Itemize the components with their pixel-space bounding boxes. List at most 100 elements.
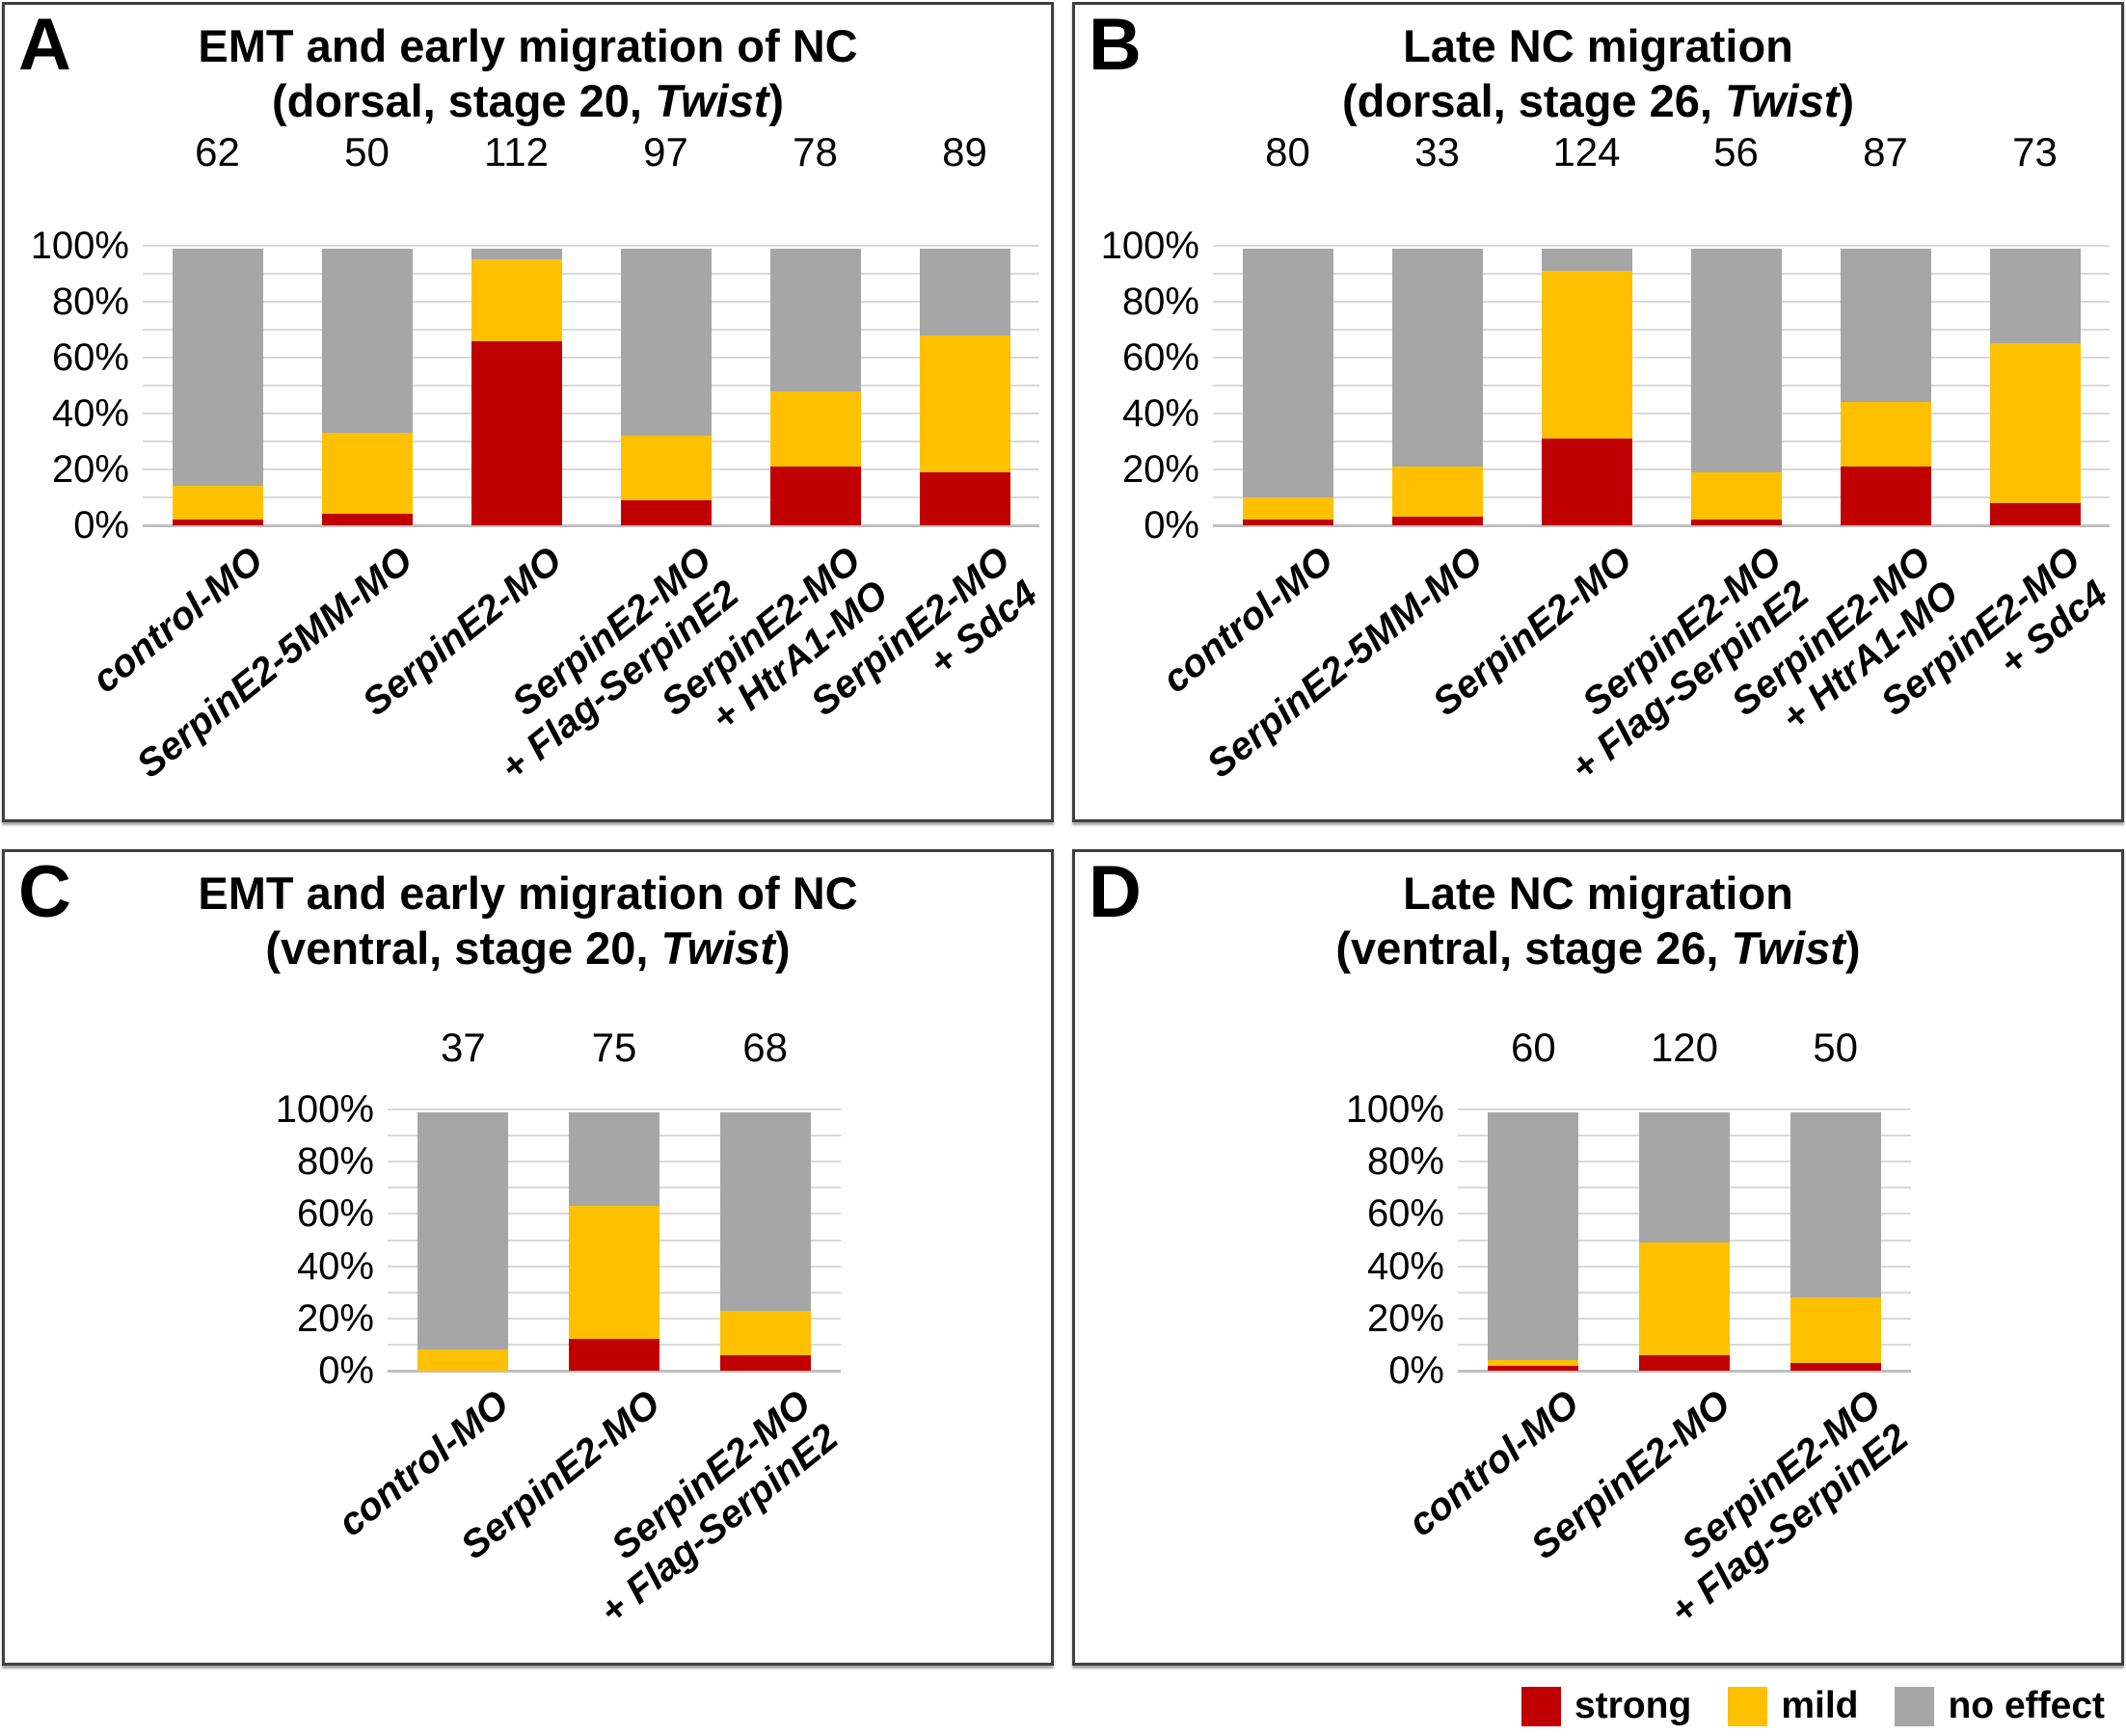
bar-count-label: 112 bbox=[484, 129, 549, 174]
segment-mild bbox=[569, 1206, 659, 1340]
segment-strong bbox=[1690, 520, 1782, 525]
category-label: SerpinE2-5MM-MO bbox=[1199, 539, 1492, 787]
chart-subtitle: (ventral, stage 26, Twist) bbox=[1075, 921, 2121, 975]
bar-count-label: 50 bbox=[344, 129, 390, 174]
y-tick-label: 40% bbox=[296, 1244, 374, 1288]
y-tick-label: 60% bbox=[296, 1192, 374, 1236]
mild-swatch-icon bbox=[1728, 1686, 1768, 1726]
y-tick-label: 20% bbox=[1366, 1296, 1444, 1340]
y-tick-label: 20% bbox=[1121, 448, 1199, 491]
segment-mild bbox=[719, 1310, 811, 1355]
segment-mild bbox=[1639, 1242, 1730, 1355]
stacked-bar bbox=[620, 248, 712, 525]
gridline bbox=[1213, 245, 2110, 247]
gridline bbox=[1213, 301, 2110, 303]
stacked-bar bbox=[471, 248, 562, 525]
segment-mild bbox=[1989, 343, 2081, 503]
gridline bbox=[143, 245, 1039, 247]
segment-mild bbox=[1840, 402, 1931, 467]
chart-subtitle-prefix: (dorsal, stage 20, bbox=[271, 75, 655, 126]
y-tick-label: 0% bbox=[1144, 504, 1199, 547]
chart-title: EMT and early migration of NC (dorsal, st… bbox=[5, 18, 1051, 128]
stacked-bar bbox=[1790, 1111, 1881, 1371]
bar-count-label: 50 bbox=[1813, 1025, 1859, 1070]
segment-strong bbox=[1840, 467, 1931, 525]
strong-swatch-icon bbox=[1520, 1686, 1561, 1726]
stacked-bar bbox=[1639, 1111, 1730, 1371]
y-tick-label: 20% bbox=[296, 1296, 374, 1340]
chart-subtitle-suffix: ) bbox=[768, 75, 785, 126]
segment-no-effect bbox=[1541, 248, 1632, 272]
chart-title-line1: EMT and early migration of NC bbox=[198, 868, 858, 919]
segment-mild bbox=[1690, 471, 1782, 521]
segment-strong bbox=[321, 514, 413, 525]
segment-no-effect bbox=[471, 248, 562, 260]
chart-subtitle-suffix: ) bbox=[1839, 75, 1855, 126]
y-tick-label: 60% bbox=[51, 336, 129, 379]
segment-strong bbox=[1541, 439, 1632, 525]
gridline bbox=[1213, 441, 2110, 442]
panel-c: C EMT and early migration of NC (ventral, … bbox=[2, 849, 1054, 1666]
chart-subtitle-suffix: ) bbox=[1844, 922, 1861, 974]
gridline bbox=[1213, 385, 2110, 387]
segment-no-effect bbox=[1690, 248, 1782, 472]
gridline bbox=[143, 413, 1039, 414]
segment-mild bbox=[321, 433, 413, 515]
y-tick-label: 0% bbox=[73, 504, 129, 547]
chart-title: Late NC migration (dorsal, stage 26, Twis… bbox=[1075, 18, 2121, 128]
gridline bbox=[143, 273, 1039, 275]
chart-title-line1: EMT and early migration of NC bbox=[198, 20, 858, 71]
chart-subtitle-prefix: (ventral, stage 20, bbox=[265, 922, 661, 974]
legend-item-no-effect: no effect bbox=[1895, 1685, 2105, 1727]
segment-no-effect bbox=[719, 1111, 811, 1311]
bar-count-label: 33 bbox=[1414, 129, 1460, 174]
bar-count-label: 97 bbox=[643, 129, 688, 174]
bar-count-label: 60 bbox=[1510, 1025, 1556, 1070]
stacked-bar bbox=[1690, 248, 1782, 525]
panel-letter: A bbox=[18, 4, 71, 86]
bar-count-label: 62 bbox=[195, 129, 240, 174]
segment-strong bbox=[769, 467, 861, 525]
y-tick-label: 80% bbox=[296, 1140, 374, 1184]
segment-no-effect bbox=[1639, 1111, 1730, 1243]
y-tick-label: 100% bbox=[1345, 1088, 1444, 1131]
bar-count-label: 37 bbox=[440, 1025, 486, 1070]
gridline bbox=[143, 329, 1039, 331]
panel-letter: B bbox=[1089, 4, 1142, 86]
segment-no-effect bbox=[321, 248, 413, 434]
y-tick-label: 100% bbox=[1100, 225, 1199, 267]
gridline bbox=[1213, 357, 2110, 359]
segment-no-effect bbox=[1989, 248, 2081, 344]
segment-mild bbox=[1488, 1360, 1579, 1366]
bar-count-label: 80 bbox=[1265, 129, 1310, 174]
segment-strong bbox=[172, 520, 263, 525]
chart-subtitle-gene: Twist bbox=[1731, 922, 1845, 974]
segment-strong bbox=[1790, 1362, 1881, 1371]
legend-label-mild: mild bbox=[1781, 1685, 1859, 1726]
segment-no-effect bbox=[1790, 1111, 1881, 1298]
legend-item-mild: mild bbox=[1728, 1685, 1858, 1727]
gridline bbox=[1458, 1108, 1911, 1110]
stacked-bar bbox=[1989, 248, 2081, 525]
segment-mild bbox=[1391, 467, 1483, 518]
segment-no-effect bbox=[569, 1111, 659, 1207]
chart-subtitle: (ventral, stage 20, Twist) bbox=[5, 921, 1051, 975]
panel-letter: D bbox=[1089, 851, 1142, 933]
chart-title-line1: Late NC migration bbox=[1403, 20, 1793, 71]
chart-subtitle-gene: Twist bbox=[1725, 75, 1840, 126]
chart-subtitle: (dorsal, stage 20, Twist) bbox=[5, 73, 1051, 128]
gridline bbox=[1213, 329, 2110, 331]
bar-count-label: 73 bbox=[2012, 129, 2058, 174]
stacked-bar bbox=[417, 1111, 509, 1371]
segment-strong bbox=[1242, 520, 1333, 525]
y-tick-label: 0% bbox=[318, 1349, 374, 1392]
stacked-bar bbox=[1242, 248, 1333, 525]
stacked-bar bbox=[569, 1111, 659, 1371]
stacked-bar bbox=[1840, 248, 1931, 525]
chart-title: EMT and early migration of NC (ventral, s… bbox=[5, 866, 1051, 975]
gridline bbox=[1213, 273, 2110, 275]
y-tick-label: 40% bbox=[1121, 392, 1199, 435]
segment-no-effect bbox=[620, 248, 712, 437]
stacked-bar bbox=[321, 248, 413, 525]
chart-subtitle-suffix: ) bbox=[774, 922, 791, 974]
